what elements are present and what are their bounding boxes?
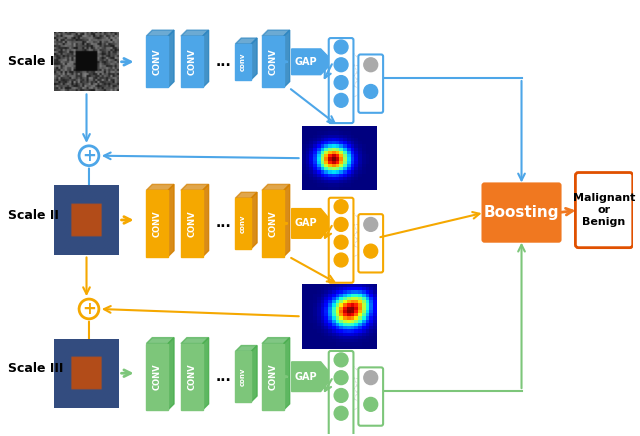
Text: conv: conv <box>240 53 246 71</box>
Polygon shape <box>262 184 290 191</box>
Circle shape <box>364 85 378 99</box>
FancyBboxPatch shape <box>575 173 633 248</box>
Polygon shape <box>147 184 174 191</box>
Polygon shape <box>292 208 333 238</box>
Polygon shape <box>284 184 290 256</box>
Circle shape <box>334 218 348 232</box>
Polygon shape <box>168 184 174 256</box>
FancyBboxPatch shape <box>358 214 383 272</box>
Text: Scale I: Scale I <box>8 55 54 68</box>
Text: CONV: CONV <box>153 48 162 75</box>
FancyBboxPatch shape <box>329 351 353 436</box>
Polygon shape <box>147 337 174 344</box>
Circle shape <box>334 75 348 89</box>
Circle shape <box>364 244 378 258</box>
Polygon shape <box>284 30 290 88</box>
Text: Boosting: Boosting <box>484 205 559 220</box>
FancyBboxPatch shape <box>481 182 561 243</box>
Circle shape <box>334 40 348 54</box>
Polygon shape <box>236 192 257 198</box>
Circle shape <box>364 218 378 232</box>
Text: CONV: CONV <box>268 363 277 390</box>
Text: CONV: CONV <box>188 210 196 237</box>
Text: CONV: CONV <box>188 48 196 75</box>
Circle shape <box>334 200 348 214</box>
Text: CONV: CONV <box>188 363 196 390</box>
FancyBboxPatch shape <box>329 38 353 123</box>
Bar <box>236 44 251 80</box>
Text: GAP: GAP <box>295 218 317 228</box>
Bar <box>181 191 203 256</box>
Circle shape <box>334 388 348 402</box>
Bar <box>262 344 284 410</box>
Polygon shape <box>236 38 257 44</box>
Circle shape <box>334 253 348 267</box>
Polygon shape <box>181 30 209 36</box>
Polygon shape <box>181 337 209 344</box>
Polygon shape <box>292 362 333 392</box>
Bar <box>181 344 203 410</box>
Text: conv: conv <box>240 214 246 233</box>
Bar <box>147 344 168 410</box>
FancyBboxPatch shape <box>358 368 383 426</box>
Bar <box>147 191 168 256</box>
Text: Scale II: Scale II <box>8 208 59 221</box>
Circle shape <box>334 353 348 367</box>
Bar <box>236 198 251 249</box>
Text: GAP: GAP <box>295 371 317 382</box>
Bar <box>262 191 284 256</box>
Polygon shape <box>203 337 209 410</box>
Polygon shape <box>262 30 290 36</box>
Text: CONV: CONV <box>153 210 162 237</box>
Text: Scale III: Scale III <box>8 362 63 375</box>
Polygon shape <box>168 337 174 410</box>
Circle shape <box>364 58 378 72</box>
Circle shape <box>334 58 348 72</box>
Text: conv: conv <box>240 368 246 386</box>
Bar <box>181 36 203 88</box>
Polygon shape <box>251 38 257 80</box>
Polygon shape <box>203 184 209 256</box>
Circle shape <box>364 398 378 411</box>
Polygon shape <box>236 346 257 351</box>
Polygon shape <box>168 30 174 88</box>
Polygon shape <box>251 346 257 402</box>
Polygon shape <box>284 337 290 410</box>
Circle shape <box>334 235 348 249</box>
Polygon shape <box>203 30 209 88</box>
Text: CONV: CONV <box>153 363 162 390</box>
Text: CONV: CONV <box>268 48 277 75</box>
Circle shape <box>334 406 348 420</box>
Text: +: + <box>82 147 96 165</box>
Bar <box>236 351 251 402</box>
FancyBboxPatch shape <box>358 54 383 113</box>
Polygon shape <box>147 30 174 36</box>
Circle shape <box>364 371 378 385</box>
Polygon shape <box>251 192 257 249</box>
Polygon shape <box>292 49 333 75</box>
FancyBboxPatch shape <box>329 198 353 283</box>
Circle shape <box>334 371 348 385</box>
Circle shape <box>334 93 348 107</box>
Text: +: + <box>82 300 96 318</box>
Circle shape <box>79 299 99 319</box>
Polygon shape <box>262 337 290 344</box>
Text: ...: ... <box>216 216 231 231</box>
Bar <box>262 36 284 88</box>
Circle shape <box>79 146 99 166</box>
Text: CONV: CONV <box>268 210 277 237</box>
Text: ...: ... <box>216 370 231 384</box>
Bar <box>147 36 168 88</box>
Polygon shape <box>181 184 209 191</box>
Text: Malignant
or
Benign: Malignant or Benign <box>573 194 636 227</box>
Text: ...: ... <box>216 55 231 69</box>
Text: GAP: GAP <box>295 57 317 67</box>
